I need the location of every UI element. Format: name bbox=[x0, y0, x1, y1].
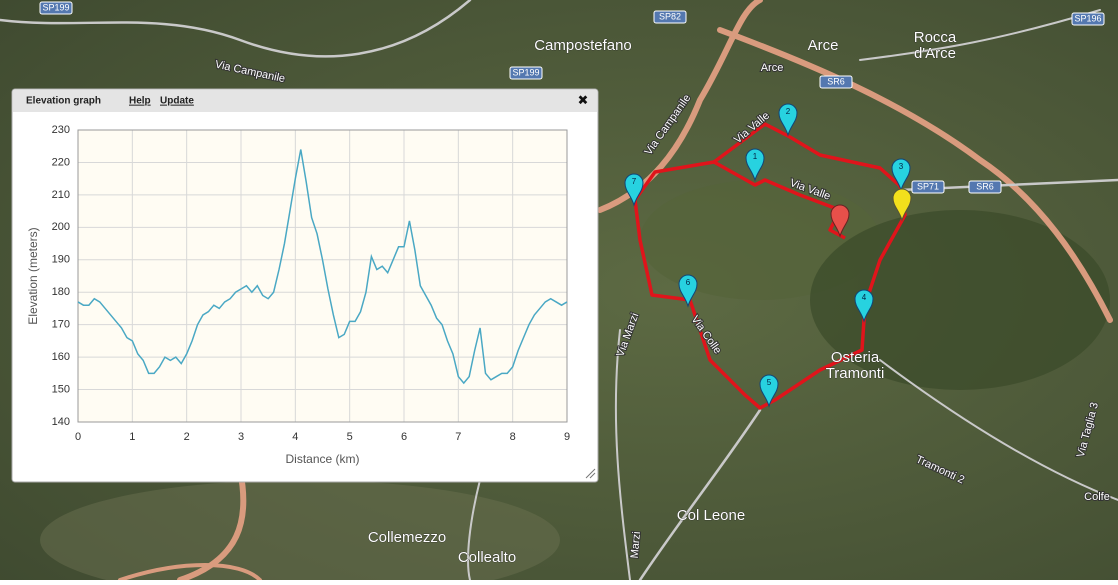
marker-pin bbox=[745, 148, 765, 182]
y-tick-label: 140 bbox=[52, 416, 70, 428]
y-tick-label: 230 bbox=[52, 124, 70, 136]
route bbox=[633, 122, 907, 410]
road-shield bbox=[39, 1, 73, 15]
route-marker[interactable]: 5 bbox=[759, 374, 779, 408]
field bbox=[40, 480, 560, 585]
marker-pin bbox=[678, 274, 698, 308]
road-shield-label: SR6 bbox=[976, 181, 994, 191]
y-tick-label: 180 bbox=[52, 286, 70, 298]
route-marker[interactable]: 1 bbox=[745, 148, 765, 182]
road-shield bbox=[1071, 12, 1105, 26]
road-shield bbox=[509, 66, 543, 80]
x-tick-label: 3 bbox=[238, 431, 244, 443]
road-shield bbox=[819, 75, 853, 89]
place-label: Arce bbox=[808, 37, 839, 54]
road-label: Colfe bbox=[1084, 491, 1110, 503]
road-label: Arce bbox=[761, 62, 784, 74]
route-marker[interactable]: 2 bbox=[778, 103, 798, 137]
window-title: Elevation graph bbox=[26, 96, 101, 107]
y-tick-label: 210 bbox=[52, 189, 70, 201]
road-shield bbox=[968, 180, 1002, 194]
road-shield bbox=[911, 180, 945, 194]
x-axis-title: Distance (km) bbox=[285, 452, 359, 466]
place-label: Campostefano bbox=[534, 37, 632, 54]
x-tick-label: 7 bbox=[455, 431, 461, 443]
y-tick-label: 220 bbox=[52, 156, 70, 168]
road-shield-label: SR6 bbox=[827, 76, 845, 86]
forest bbox=[810, 210, 1110, 390]
y-tick-label: 200 bbox=[52, 221, 70, 233]
place-label: Collealto bbox=[458, 549, 516, 566]
route-marker[interactable]: 3 bbox=[891, 158, 911, 192]
x-tick-label: 6 bbox=[401, 431, 407, 443]
close-button[interactable]: ✖ bbox=[578, 92, 589, 107]
road-shield bbox=[653, 10, 687, 24]
road-shield-label: SP71 bbox=[917, 181, 939, 191]
road-label: Marzi bbox=[629, 531, 643, 559]
route-marker[interactable]: 4 bbox=[854, 289, 874, 323]
marker-label: 5 bbox=[767, 378, 772, 387]
marker-pin bbox=[778, 103, 798, 137]
plot-border bbox=[77, 129, 568, 423]
marker-pin bbox=[759, 374, 779, 408]
x-tick-label: 2 bbox=[184, 431, 190, 443]
place-label: Rocca bbox=[914, 29, 957, 46]
marker-pin bbox=[854, 289, 874, 323]
y-tick-label: 160 bbox=[52, 351, 70, 363]
x-tick-label: 9 bbox=[564, 431, 570, 443]
elevation-line bbox=[77, 149, 568, 385]
window-header bbox=[13, 90, 597, 112]
elevation-window[interactable]: Elevation graph Help Update ✖ 1401501601… bbox=[11, 88, 599, 483]
place-label: Col Leone bbox=[677, 507, 745, 524]
x-tick-label: 5 bbox=[347, 431, 353, 443]
marker-label: 3 bbox=[899, 162, 904, 171]
y-tick-label: 150 bbox=[52, 383, 70, 395]
place-label: Osteria bbox=[831, 349, 880, 366]
x-tick-label: 8 bbox=[510, 431, 516, 443]
y-axis-title: Elevation (meters) bbox=[26, 227, 40, 324]
marker-label: 7 bbox=[632, 177, 637, 186]
place-label: d'Arce bbox=[914, 45, 956, 62]
road-shield-label: SP82 bbox=[659, 11, 681, 21]
x-tick-label: 0 bbox=[75, 431, 81, 443]
place-label: Collemezzo bbox=[368, 529, 446, 546]
road-shield-label: SP199 bbox=[42, 2, 69, 12]
update-link[interactable]: Update bbox=[160, 96, 194, 107]
route-marker[interactable]: 7 bbox=[624, 173, 644, 207]
help-link[interactable]: Help bbox=[129, 96, 151, 107]
marker-label: 1 bbox=[753, 152, 758, 161]
route-marker[interactable]: 6 bbox=[678, 274, 698, 308]
x-tick-label: 4 bbox=[292, 431, 298, 443]
marker-label: 6 bbox=[686, 278, 691, 287]
x-tick-label: 1 bbox=[129, 431, 135, 443]
marker-pin bbox=[624, 173, 644, 207]
marker-label: 2 bbox=[786, 107, 791, 116]
resize-handle[interactable] bbox=[585, 468, 596, 479]
y-tick-label: 190 bbox=[52, 254, 70, 266]
road-shield-label: SP199 bbox=[512, 67, 539, 77]
place-label: Tramonti bbox=[826, 365, 885, 382]
start-marker bbox=[830, 204, 850, 238]
end-marker bbox=[892, 188, 912, 222]
marker-label: 4 bbox=[862, 293, 867, 302]
marker-pin bbox=[891, 158, 911, 192]
road-shield-label: SP196 bbox=[1074, 13, 1101, 23]
y-tick-label: 170 bbox=[52, 319, 70, 331]
